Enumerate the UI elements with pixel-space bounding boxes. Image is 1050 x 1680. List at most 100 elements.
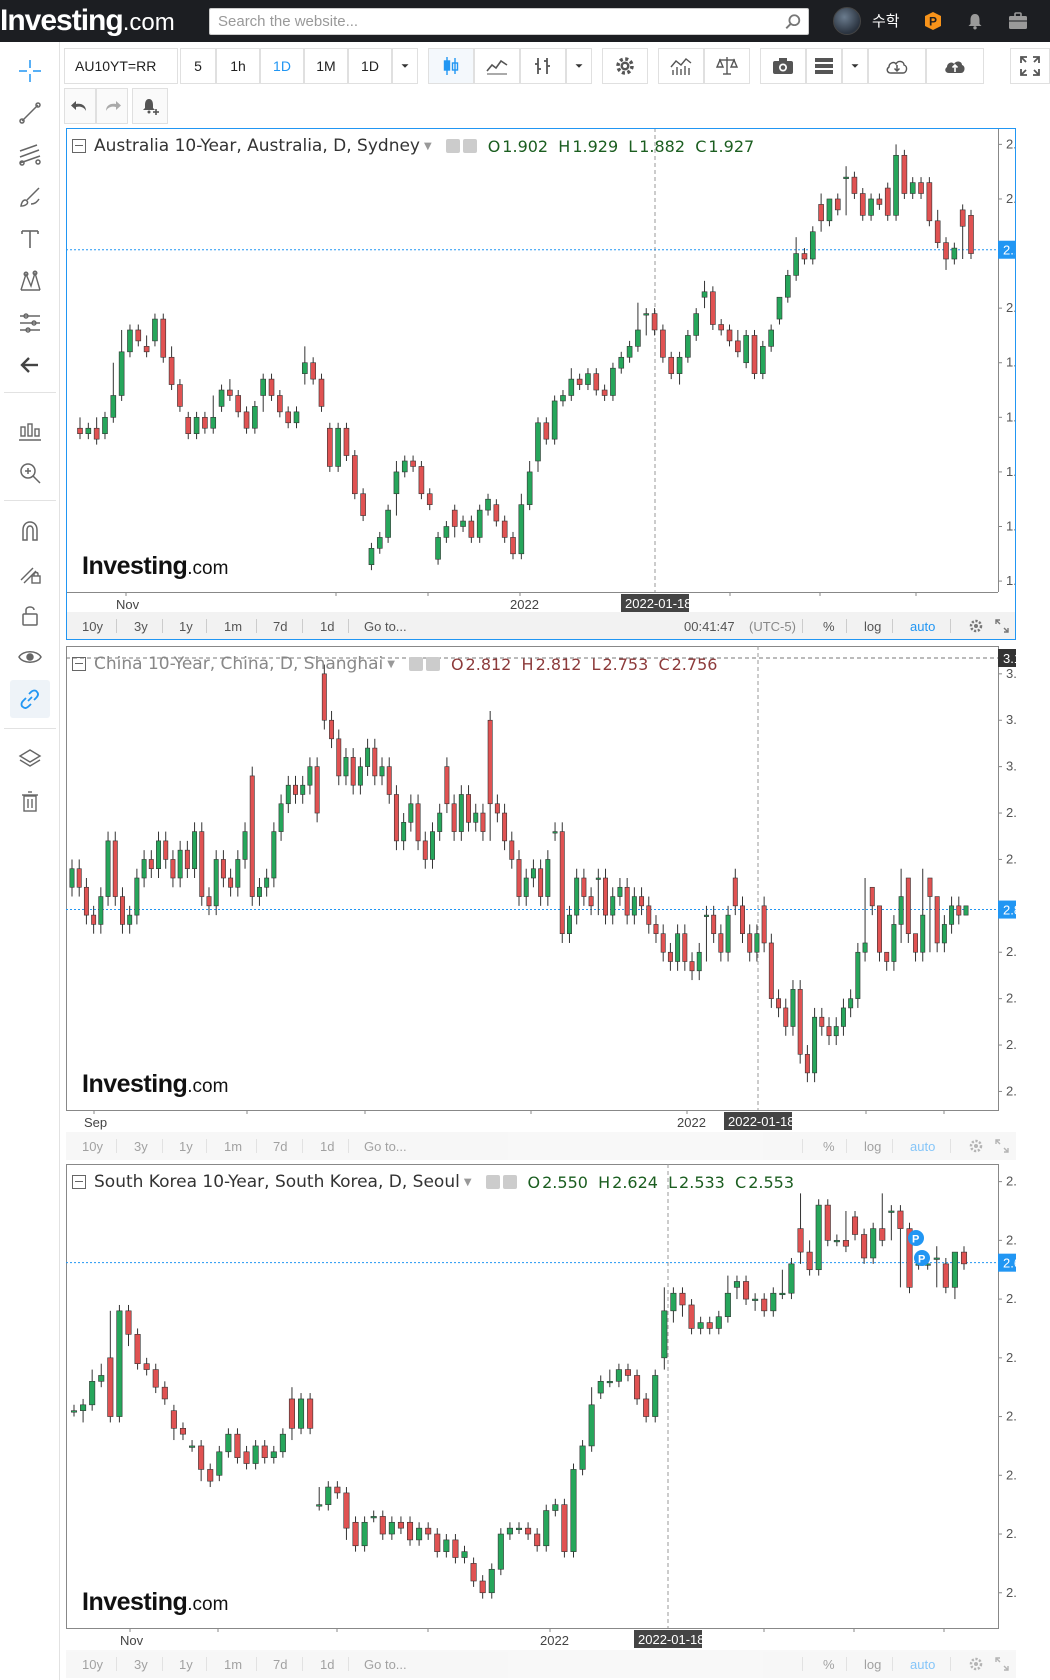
scale-gear-icon[interactable]: [968, 618, 984, 634]
chart-type-chevron-down-icon[interactable]: [566, 48, 592, 84]
auto-toggle[interactable]: auto: [910, 1657, 936, 1672]
pro-icon[interactable]: P: [923, 11, 943, 31]
range-1m[interactable]: 1m: [224, 619, 243, 634]
expand-icon[interactable]: [994, 1656, 1010, 1672]
log-toggle[interactable]: log: [864, 1657, 882, 1672]
magnet-icon[interactable]: [10, 512, 50, 550]
settings-gear-icon[interactable]: [602, 48, 648, 84]
site-logo[interactable]: Investing.com: [0, 2, 175, 40]
range-7d[interactable]: 7d: [273, 619, 288, 634]
zoom-in-icon[interactable]: [10, 454, 50, 492]
caret-down-icon[interactable]: ▼: [463, 1176, 472, 1188]
range-7d[interactable]: 7d: [273, 1657, 288, 1672]
candles-icon[interactable]: [428, 48, 474, 84]
fullscreen-icon[interactable]: [1010, 48, 1050, 84]
range-1y[interactable]: 1y: [179, 1657, 193, 1672]
draw-lock-icon[interactable]: [10, 554, 50, 592]
percent-toggle[interactable]: %: [823, 1657, 835, 1672]
range-1m[interactable]: 1m: [224, 1139, 243, 1154]
range-1d[interactable]: 1d: [320, 1139, 335, 1154]
goto-button[interactable]: Go to...: [364, 1657, 407, 1672]
interval-5[interactable]: 5: [180, 48, 216, 84]
line-chart-icon[interactable]: [474, 48, 520, 84]
percent-toggle[interactable]: %: [823, 619, 835, 634]
series-title[interactable]: Australia 10-Year, Australia, D, Sydney: [94, 136, 420, 156]
visibility-icon[interactable]: [445, 139, 460, 153]
candlestick-chart-south-korea[interactable]: 2.100 2.200 2.300 2.400 2.500 2.600 2.700 2.800…: [66, 1164, 1016, 1678]
eye-icon[interactable]: [10, 638, 50, 676]
cloud-download-icon[interactable]: [868, 48, 926, 84]
auto-toggle[interactable]: auto: [910, 619, 936, 634]
layout-icon[interactable]: [806, 48, 842, 84]
briefcase-icon[interactable]: [1008, 12, 1028, 30]
settings-icon[interactable]: [502, 1175, 517, 1189]
candlestick-chart-china[interactable]: 2.6502.7002.7502.8002.8502.9002.9503.000…: [66, 646, 1016, 1160]
scale-gear-icon[interactable]: [968, 1656, 984, 1672]
timezone[interactable]: (UTC-5): [749, 619, 796, 634]
camera-icon[interactable]: [760, 48, 806, 84]
interval-chevron-down-icon[interactable]: [392, 48, 418, 84]
undo-icon[interactable]: [64, 88, 96, 124]
prediction-icon[interactable]: [10, 304, 50, 342]
link-icon[interactable]: [10, 680, 50, 718]
caret-down-icon[interactable]: ▼: [424, 140, 432, 152]
interval-dropdown[interactable]: 1D: [348, 48, 392, 84]
text-icon[interactable]: [10, 220, 50, 258]
percent-toggle[interactable]: %: [823, 1139, 835, 1154]
goto-button[interactable]: Go to...: [364, 1139, 407, 1154]
goto-button[interactable]: Go to...: [364, 619, 407, 634]
collapse-icon[interactable]: [72, 1175, 86, 1189]
indicators-chart-icon[interactable]: [658, 48, 704, 84]
caret-down-icon[interactable]: ▼: [387, 658, 395, 670]
bell-icon[interactable]: [966, 12, 984, 30]
range-7d[interactable]: 7d: [273, 1139, 288, 1154]
visibility-icon[interactable]: [485, 1175, 500, 1189]
trash-icon[interactable]: [10, 782, 50, 820]
bar-chart-icon[interactable]: [520, 48, 566, 84]
chart-pane-china[interactable]: 2.6502.7002.7502.8002.8502.9002.9503.000…: [66, 646, 1016, 1160]
search-input[interactable]: [218, 11, 778, 32]
series-title[interactable]: South Korea 10-Year, South Korea, D, Seo…: [94, 1172, 460, 1192]
range-1m[interactable]: 1m: [224, 1657, 243, 1672]
back-arrow-icon[interactable]: [10, 346, 50, 384]
brush-icon[interactable]: [10, 178, 50, 216]
chart-pane-australia[interactable]: 1.5001.6001.7001.8001.9002.0002.1002.200…: [66, 128, 1016, 640]
trend-line-icon[interactable]: [10, 94, 50, 132]
interval-1h[interactable]: 1h: [216, 48, 260, 84]
symbol-field[interactable]: AU10YT=RR: [64, 48, 178, 84]
crosshair-icon[interactable]: [10, 52, 50, 90]
log-toggle[interactable]: log: [864, 1139, 882, 1154]
layers-icon[interactable]: [10, 740, 50, 778]
settings-icon[interactable]: [425, 657, 440, 671]
chart-pane-south-korea[interactable]: 2.100 2.200 2.300 2.400 2.500 2.600 2.700 2.800…: [66, 1164, 1016, 1678]
range-3y[interactable]: 3y: [134, 619, 148, 634]
range-10y[interactable]: 10y: [82, 1139, 103, 1154]
collapse-icon[interactable]: [72, 657, 86, 671]
layout-chevron-down-icon[interactable]: [842, 48, 868, 84]
range-10y[interactable]: 10y: [82, 619, 103, 634]
pattern-icon[interactable]: [10, 262, 50, 300]
expand-icon[interactable]: [994, 1138, 1010, 1154]
collapse-icon[interactable]: [72, 139, 86, 153]
indicators-icon[interactable]: [10, 412, 50, 450]
settings-icon[interactable]: [462, 139, 477, 153]
range-10y[interactable]: 10y: [82, 1657, 103, 1672]
auto-toggle[interactable]: auto: [910, 1139, 936, 1154]
interval-1m[interactable]: 1M: [304, 48, 348, 84]
unlock-icon[interactable]: [10, 596, 50, 634]
fib-icon[interactable]: [10, 136, 50, 174]
expand-icon[interactable]: [994, 618, 1010, 634]
interval-1d-active[interactable]: 1D: [260, 48, 304, 84]
username[interactable]: 수학: [872, 12, 900, 30]
search-icon[interactable]: [784, 13, 802, 31]
range-1d[interactable]: 1d: [320, 619, 335, 634]
cloud-upload-icon[interactable]: [926, 48, 984, 84]
candlestick-chart-australia[interactable]: 1.5001.6001.7001.8001.9002.0002.1002.200…: [66, 128, 1016, 640]
scale-gear-icon[interactable]: [968, 1138, 984, 1154]
redo-icon[interactable]: [96, 88, 128, 124]
range-3y[interactable]: 3y: [134, 1657, 148, 1672]
series-title[interactable]: China 10-Year, China, D, Shanghai: [94, 654, 384, 674]
range-1y[interactable]: 1y: [179, 1139, 193, 1154]
range-1y[interactable]: 1y: [179, 619, 193, 634]
range-3y[interactable]: 3y: [134, 1139, 148, 1154]
